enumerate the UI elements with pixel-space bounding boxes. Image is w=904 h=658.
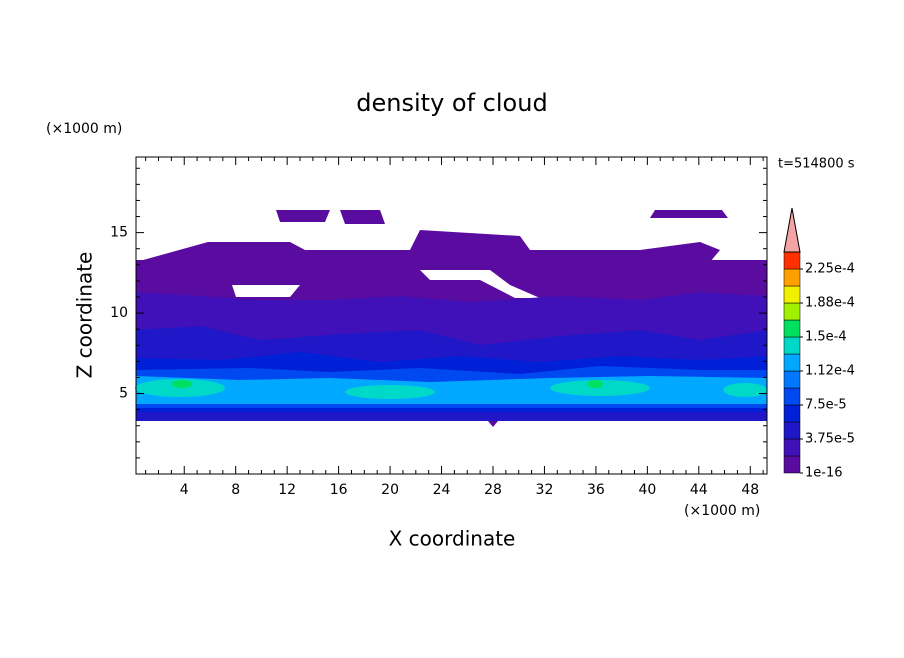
time-label: t=514800 s (778, 157, 855, 172)
x-tick-label: 28 (484, 482, 502, 498)
colorbar-band (783, 438, 801, 457)
colorbar-band (783, 387, 801, 406)
y-axis-label: Z coordinate (73, 252, 97, 379)
chart-title: density of cloud (356, 89, 547, 117)
blob (135, 379, 225, 397)
blob (172, 380, 192, 388)
colorbar-band (783, 319, 801, 338)
y-tick-label: 10 (110, 305, 128, 321)
colorbar-band (783, 251, 801, 270)
x-tick-label: 12 (278, 482, 296, 498)
x-tick-label: 44 (690, 482, 708, 498)
plot-frame (135, 156, 768, 475)
x-tick-label: 16 (330, 482, 348, 498)
colorbar-band (783, 336, 801, 355)
x-tick-label: 4 (180, 482, 189, 498)
colorbar-tick-label: 2.25e-4 (805, 262, 855, 277)
y-tick-label: 15 (110, 225, 128, 241)
cloud-region (488, 421, 498, 427)
gap (232, 285, 300, 297)
colorbar-band (783, 285, 801, 304)
colorbar-tick-label: 1.5e-4 (805, 330, 847, 345)
x-tick-label: 48 (741, 482, 759, 498)
colorbar-band (783, 353, 801, 372)
blob (550, 380, 650, 396)
colorbar-tick-label: 3.75e-5 (805, 432, 855, 447)
x-tick-label: 32 (536, 482, 554, 498)
colorbar-tick-label: 1.12e-4 (805, 364, 855, 379)
x-unit: (×1000 m) (684, 503, 760, 519)
contour-field (135, 210, 767, 427)
colorbar-band (783, 404, 801, 423)
blob (723, 383, 767, 397)
colorbar-band (783, 455, 801, 474)
colorbar-band (783, 421, 801, 440)
cloud-region (340, 210, 385, 224)
x-tick-label: 36 (587, 482, 605, 498)
cloud-region (136, 230, 720, 262)
x-tick-label: 8 (231, 482, 240, 498)
colorbar-band (783, 268, 801, 287)
blob (345, 385, 435, 399)
colorbar-tick-label: 1.88e-4 (805, 296, 855, 311)
cloud-region (650, 210, 728, 218)
y-tick-label: 5 (119, 386, 128, 402)
colorbar-band (783, 370, 801, 389)
x-tick-label: 40 (638, 482, 656, 498)
colorbar-band (783, 302, 801, 321)
x-tick-label: 20 (381, 482, 399, 498)
x-axis-label: X coordinate (389, 527, 516, 551)
colorbar-extend (783, 207, 801, 253)
gap (420, 270, 540, 298)
x-tick-label: 24 (433, 482, 451, 498)
colorbar-tick-label: 1e-16 (805, 466, 843, 481)
cloud-region (276, 210, 330, 222)
colorbar-tick-label: 7.5e-5 (805, 398, 847, 413)
blob (587, 380, 603, 388)
y-unit: (×1000 m) (46, 121, 122, 137)
